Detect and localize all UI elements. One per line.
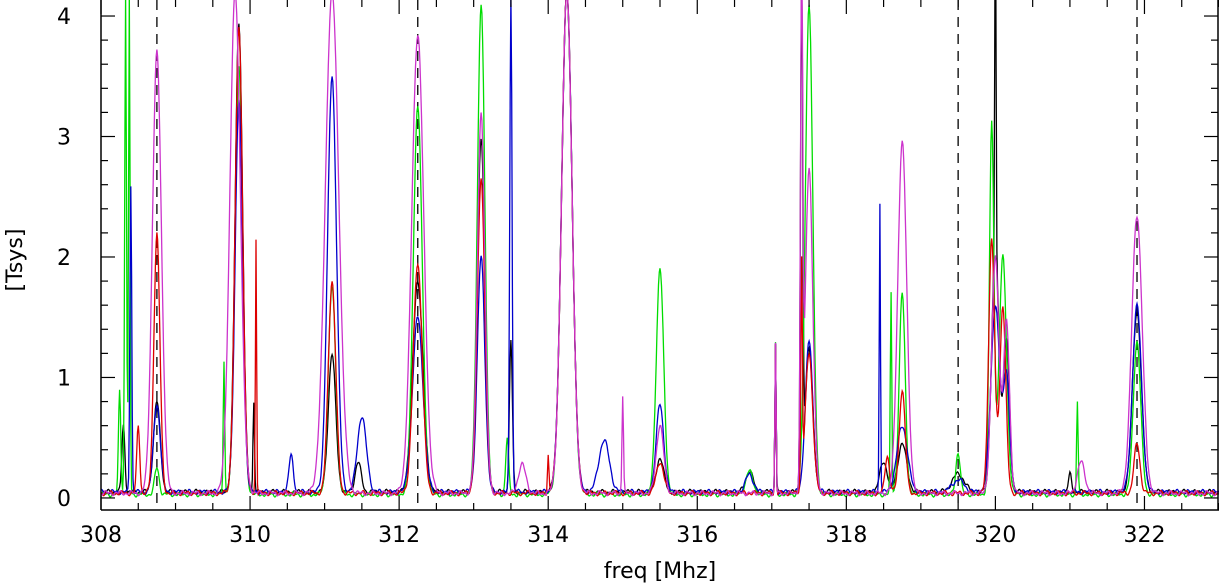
y-tick-label: 1 xyxy=(57,366,71,391)
x-tick-label: 310 xyxy=(229,523,271,548)
y-tick-label: 2 xyxy=(57,246,71,271)
spectrum-series-line xyxy=(101,0,1219,495)
x-tick-label: 320 xyxy=(974,523,1016,548)
x-tick-label: 312 xyxy=(378,523,420,548)
y-tick-label: 0 xyxy=(57,487,71,512)
x-tick-label: 318 xyxy=(825,523,867,548)
spectrum-series-line xyxy=(101,0,1219,495)
y-axis-label: [Tsys] xyxy=(3,229,28,292)
x-tick-label: 316 xyxy=(676,523,718,548)
spectrum-series-line xyxy=(101,0,1219,497)
y-tick-label: 4 xyxy=(57,5,71,30)
spectrum-series-line xyxy=(101,0,1219,496)
x-axis-label: freq [Mhz] xyxy=(604,559,716,584)
x-tick-label: 308 xyxy=(80,523,122,548)
y-tick-label: 3 xyxy=(57,126,71,151)
spectrum-series-line xyxy=(101,0,1219,496)
x-tick-label: 314 xyxy=(527,523,569,548)
x-tick-label: 322 xyxy=(1123,523,1165,548)
